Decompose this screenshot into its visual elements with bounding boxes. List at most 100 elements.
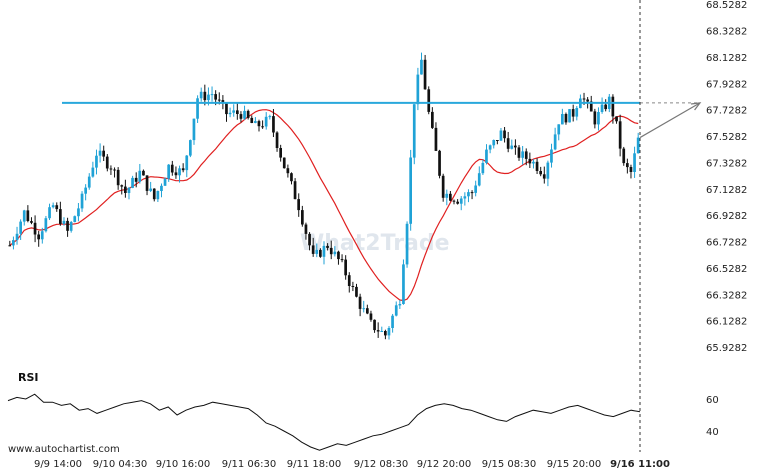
candle xyxy=(600,97,604,114)
candle xyxy=(167,163,170,182)
candle xyxy=(243,105,246,120)
rsi-label: RSI xyxy=(18,371,39,384)
candle xyxy=(102,145,105,162)
candle xyxy=(369,310,373,322)
rsi-tick-label: 60 xyxy=(706,395,719,406)
candle xyxy=(319,248,322,258)
candle xyxy=(142,169,145,176)
candle xyxy=(597,107,600,131)
candle xyxy=(87,173,91,190)
candle xyxy=(496,140,499,145)
x-tick-label: 9/12 08:30 xyxy=(354,459,408,470)
candle xyxy=(550,143,553,168)
candle xyxy=(174,166,178,179)
candle xyxy=(15,226,19,245)
candle xyxy=(268,114,272,120)
candle xyxy=(431,107,434,129)
candles-layer xyxy=(8,52,640,340)
candle xyxy=(40,227,44,244)
candle xyxy=(12,236,15,250)
candle xyxy=(232,104,235,117)
candle xyxy=(622,146,626,166)
candle xyxy=(409,149,412,231)
candle xyxy=(629,164,633,179)
forecast-arrow xyxy=(639,102,701,139)
candle xyxy=(394,301,398,317)
x-axis: 9/9 14:00 9/10 04:30 9/10 16:00 9/11 06:30 9… xyxy=(34,459,670,470)
candle xyxy=(264,112,268,130)
candle xyxy=(528,152,532,169)
candle xyxy=(286,164,290,178)
candle xyxy=(503,127,506,143)
candle xyxy=(405,221,409,268)
candle xyxy=(77,203,80,222)
candle xyxy=(69,220,73,233)
candle xyxy=(351,281,355,292)
candle xyxy=(290,172,293,185)
candle xyxy=(373,319,376,333)
y-tick-label: 68.1282 xyxy=(706,53,747,64)
candle xyxy=(333,246,337,257)
candle xyxy=(380,326,384,332)
candle xyxy=(337,250,340,265)
candle xyxy=(506,131,510,153)
candle xyxy=(626,158,629,174)
credit-text: www.autochartist.com xyxy=(8,444,120,455)
candle xyxy=(192,118,196,145)
y-tick-label: 68.5282 xyxy=(706,0,747,11)
candle xyxy=(189,139,192,158)
candle xyxy=(95,149,98,175)
candle xyxy=(366,304,369,315)
candle xyxy=(441,173,445,202)
candle xyxy=(257,119,261,132)
candle xyxy=(376,322,380,338)
candle xyxy=(80,191,84,212)
candle xyxy=(615,116,618,124)
y-tick-label: 66.3282 xyxy=(706,290,747,301)
candle xyxy=(304,222,308,240)
candle xyxy=(293,178,297,200)
candle xyxy=(145,175,149,196)
candle xyxy=(636,132,640,154)
candle xyxy=(387,326,391,340)
candle xyxy=(456,199,459,205)
candle xyxy=(438,149,441,179)
candle xyxy=(131,175,134,189)
rsi-tick-label: 40 xyxy=(706,427,719,438)
forecast-arrow-head xyxy=(690,102,702,111)
candle xyxy=(210,86,214,102)
y-tick-label: 67.7282 xyxy=(706,106,747,117)
candle xyxy=(105,154,109,172)
candle xyxy=(228,107,232,118)
candle xyxy=(423,54,427,90)
candle xyxy=(297,193,300,217)
candle xyxy=(326,243,329,251)
candle xyxy=(355,283,358,298)
candle xyxy=(37,230,40,247)
y-tick-label: 66.9282 xyxy=(706,211,747,222)
candle xyxy=(384,329,387,340)
candle xyxy=(604,99,607,112)
candle xyxy=(340,254,344,263)
candle xyxy=(427,86,431,115)
candle xyxy=(445,189,449,206)
x-tick-label: 9/10 04:30 xyxy=(93,459,147,470)
candle xyxy=(510,139,514,150)
candle xyxy=(568,109,571,123)
candle xyxy=(532,159,535,169)
candle xyxy=(420,52,423,75)
candle xyxy=(279,144,282,162)
candle xyxy=(488,144,492,154)
candle xyxy=(611,94,615,124)
candle xyxy=(98,143,102,163)
candle xyxy=(261,120,264,129)
candle xyxy=(571,104,575,122)
candle xyxy=(156,190,160,203)
candle xyxy=(196,95,199,123)
candle xyxy=(163,177,167,186)
candle xyxy=(84,184,87,201)
candle xyxy=(535,158,539,175)
candle xyxy=(467,189,470,203)
candle xyxy=(22,209,26,226)
